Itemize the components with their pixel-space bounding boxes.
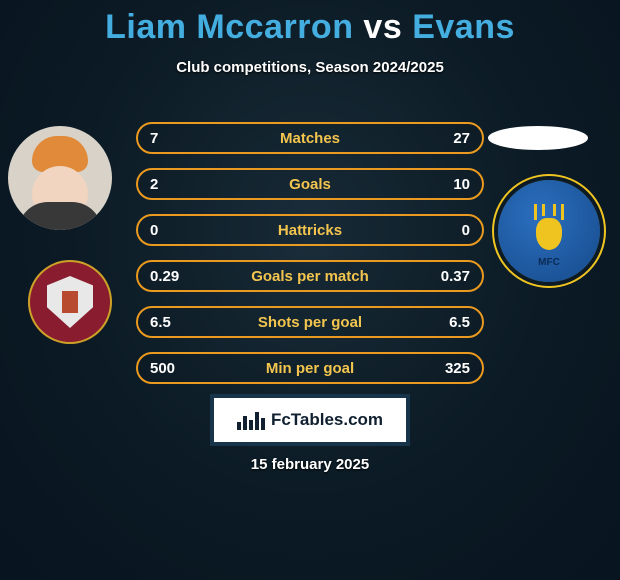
stat-label: Min per goal [206, 360, 414, 377]
stat-row: 500 Min per goal 325 [136, 352, 484, 384]
stat-left-value: 6.5 [150, 314, 206, 331]
brand-text: FcTables.com [271, 410, 383, 430]
brand-box: FcTables.com [210, 394, 410, 446]
fctables-logo-icon [237, 410, 265, 430]
badge-letters: MFC [498, 257, 600, 268]
stat-left-value: 2 [150, 176, 206, 193]
stat-label: Goals [206, 176, 414, 193]
stat-left-value: 7 [150, 130, 206, 147]
stat-right-value: 0 [414, 222, 470, 239]
stat-row: 0 Hattricks 0 [136, 214, 484, 246]
player2-name: Evans [412, 8, 515, 46]
player1-name: Liam Mccarron [105, 8, 353, 46]
comparison-card: Liam Mccarron vs Evans Club competitions… [0, 0, 620, 580]
stat-label: Hattricks [206, 222, 414, 239]
stat-row: 7 Matches 27 [136, 122, 484, 154]
player2-club-badge: MFC [498, 180, 600, 282]
tower-icon [62, 291, 78, 313]
stat-row: 0.29 Goals per match 0.37 [136, 260, 484, 292]
stat-label: Matches [206, 130, 414, 147]
stat-label: Goals per match [206, 268, 414, 285]
player2-avatar [488, 126, 588, 150]
page-title: Liam Mccarron vs Evans [0, 0, 620, 47]
player1-club-badge [28, 260, 112, 344]
player1-avatar [8, 126, 112, 230]
stat-left-value: 0.29 [150, 268, 206, 285]
stat-row: 2 Goals 10 [136, 168, 484, 200]
stat-left-value: 0 [150, 222, 206, 239]
date-label: 15 february 2025 [0, 456, 620, 473]
stat-right-value: 10 [414, 176, 470, 193]
stat-right-value: 6.5 [414, 314, 470, 331]
stat-right-value: 0.37 [414, 268, 470, 285]
subtitle: Club competitions, Season 2024/2025 [0, 59, 620, 76]
stag-icon [524, 204, 574, 258]
stat-right-value: 325 [414, 360, 470, 377]
vs-label: vs [363, 8, 402, 46]
shield-icon [47, 276, 93, 328]
stat-row: 6.5 Shots per goal 6.5 [136, 306, 484, 338]
stat-label: Shots per goal [206, 314, 414, 331]
avatar-body-shape [18, 202, 102, 230]
stat-right-value: 27 [414, 130, 470, 147]
stat-left-value: 500 [150, 360, 206, 377]
stats-table: 7 Matches 27 2 Goals 10 0 Hattricks 0 0.… [136, 122, 484, 398]
